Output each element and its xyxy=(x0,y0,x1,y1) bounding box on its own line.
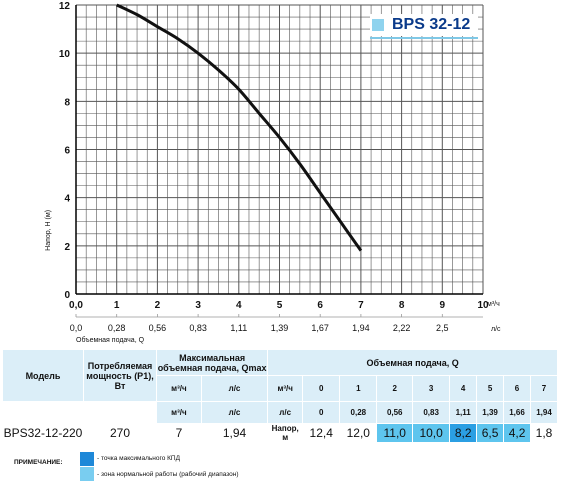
head-unit: Напор, м xyxy=(267,423,304,443)
flow-ls-cell: 0,83 xyxy=(412,401,451,424)
flow-ls-cell: 0,56 xyxy=(376,401,414,424)
note-label: ПРИМЕЧАНИЕ: xyxy=(14,459,63,466)
note-text-normal-zone: - зона нормальной работы (рабочий диапаз… xyxy=(97,471,239,478)
flow-ls-cell: 1,39 xyxy=(476,401,505,424)
unit-ls-flow: л/с xyxy=(267,401,304,424)
note-text-max-efficiency: - точка максимального КПД xyxy=(97,455,180,462)
x-axis-label: Объемная подача, Q xyxy=(76,336,145,344)
x-tick-label: 3 xyxy=(195,300,201,311)
flow-m3h-cell: 4 xyxy=(449,375,478,402)
y-tick-label: 8 xyxy=(64,97,70,108)
x2-tick-label: 2,5 xyxy=(436,323,449,333)
qmax-unit-m3h: м³/ч xyxy=(156,401,202,424)
x-tick-label: 1 xyxy=(114,300,120,311)
qmax-ls-value: 1,94 xyxy=(200,423,269,443)
qmax-m3h-value: 7 xyxy=(156,423,202,443)
flow-ls-cell: 0 xyxy=(302,401,341,424)
unit-m3h: м³/ч xyxy=(156,375,202,402)
x2-tick-label: 0,83 xyxy=(189,323,207,333)
x2-tick-label: 1,94 xyxy=(352,323,370,333)
head-cell: 4,2 xyxy=(503,423,531,443)
y-tick-label: 0 xyxy=(64,290,70,301)
y-tick-label: 12 xyxy=(59,1,71,12)
flow-ls-cell: 1,66 xyxy=(503,401,531,424)
x-tick-label: 0,0 xyxy=(69,300,83,311)
y-tick-label: 4 xyxy=(64,194,70,205)
x-tick-label: 2 xyxy=(155,300,161,311)
x2-tick-label: 2,22 xyxy=(393,323,411,333)
head-cell: 8,2 xyxy=(449,423,478,443)
header-power: Потребляемая мощность (Р1), Вт xyxy=(83,349,157,402)
x2-unit-label: л/с xyxy=(491,326,501,333)
head-cell: 6,5 xyxy=(476,423,505,443)
x-tick-label: 6 xyxy=(317,300,323,311)
power-value: 270 xyxy=(83,423,157,443)
series-line xyxy=(116,3,363,252)
flow-m3h-cell: 5 xyxy=(476,375,505,402)
head-cell: 12,0 xyxy=(339,423,378,443)
x2-tick-label: 0,28 xyxy=(108,323,126,333)
x2-tick-label: 0,0 xyxy=(70,323,83,333)
flow-m3h-cell: 0 xyxy=(302,375,341,402)
x-tick-label: 8 xyxy=(399,300,405,311)
x-tick-label: 5 xyxy=(277,300,283,311)
x-tick-label: 7 xyxy=(358,300,364,311)
head-cell: 11,0 xyxy=(376,423,414,443)
note-swatch-normal-zone xyxy=(80,467,94,481)
unit-m3h-flow: м³/ч xyxy=(267,375,304,402)
flow-ls-cell: 1,94 xyxy=(530,401,558,424)
header-flow-max: Максимальная объемная подача, Qmax xyxy=(155,349,269,376)
x2-tick-label: 1,67 xyxy=(311,323,329,333)
y-tick-label: 6 xyxy=(64,146,70,157)
spec-table: Модель Потребляемая мощность (Р1), Вт Ма… xyxy=(2,349,558,443)
header-flow: Объемная подача, Q xyxy=(267,349,558,376)
x-tick-label: 9 xyxy=(440,300,446,311)
x-unit-label: м³/ч xyxy=(487,301,500,308)
flow-ls-cell: 1,11 xyxy=(449,401,478,424)
head-cell: 12,4 xyxy=(302,423,341,443)
note-swatch-max-efficiency xyxy=(80,452,94,466)
head-cell: 1,8 xyxy=(530,423,558,443)
qmax-unit-ls: л/с xyxy=(200,401,269,424)
chart-legend: BPS 32-12 xyxy=(370,14,478,36)
y-tick-label: 10 xyxy=(59,49,71,60)
header-model: Модель xyxy=(2,349,84,402)
unit-ls: л/с xyxy=(200,375,269,402)
flow-ls-cell: 0,28 xyxy=(339,401,378,424)
head-cell: 10,0 xyxy=(412,423,451,443)
flow-m3h-cell: 3 xyxy=(412,375,451,402)
x-tick-label: 10 xyxy=(477,300,489,311)
x2-tick-label: 1,39 xyxy=(271,323,289,333)
x2-tick-label: 0,56 xyxy=(149,323,167,333)
flow-m3h-cell: 7 xyxy=(530,375,558,402)
flow-m3h-cell: 6 xyxy=(503,375,531,402)
y-axis-label: Напор, H (м) xyxy=(45,210,52,251)
flow-m3h-cell: 2 xyxy=(376,375,414,402)
legend-swatch xyxy=(372,19,384,31)
model-value: BPS32-12-220 xyxy=(2,423,84,443)
legend-underline xyxy=(370,37,478,39)
x-tick-label: 4 xyxy=(236,300,242,311)
y-tick-label: 2 xyxy=(64,242,70,253)
flow-m3h-cell: 1 xyxy=(339,375,378,402)
table-row: BPS32-12-220 270 7 1,94 Напор, м 12,4 12… xyxy=(2,423,558,443)
chart-title: BPS 32-12 xyxy=(392,16,471,33)
x2-tick-label: 1,11 xyxy=(230,323,247,333)
